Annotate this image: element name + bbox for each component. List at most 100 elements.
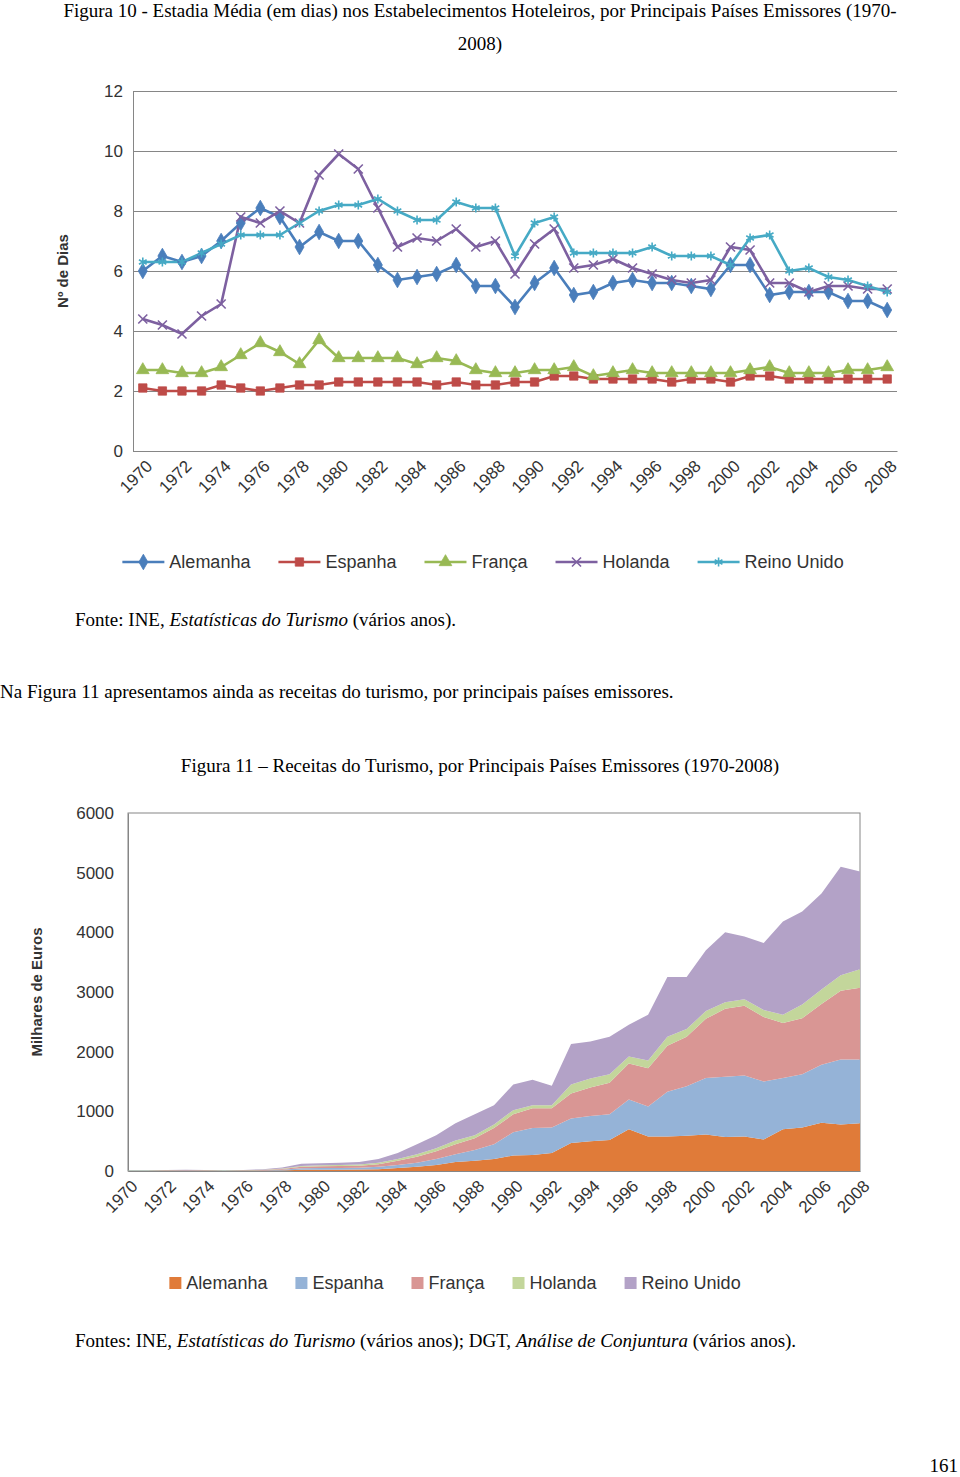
y-tick: 5000 bbox=[76, 864, 128, 883]
x-tick: 1982 bbox=[351, 451, 391, 497]
marker bbox=[274, 345, 287, 356]
marker bbox=[276, 231, 284, 240]
x-tick-label: 1980 bbox=[294, 1177, 334, 1217]
marker bbox=[825, 273, 833, 282]
marker bbox=[472, 204, 480, 213]
y-tick: 4000 bbox=[76, 923, 128, 942]
x-tick: 1972 bbox=[140, 1171, 180, 1217]
legend-swatch bbox=[411, 1277, 423, 1289]
y-tick-label: 0 bbox=[114, 442, 123, 461]
marker bbox=[687, 278, 696, 287]
x-tick-label: 2006 bbox=[795, 1177, 835, 1217]
y-tick-label: 4 bbox=[114, 322, 123, 341]
marker bbox=[393, 378, 401, 386]
marker bbox=[726, 242, 735, 251]
legend-item: França bbox=[424, 552, 528, 572]
marker bbox=[335, 201, 343, 210]
page: Figura 10 - Estadia Média (em dias) nos … bbox=[0, 0, 960, 1477]
x-tick: 2006 bbox=[795, 1171, 835, 1217]
x-tick: 1978 bbox=[255, 1171, 295, 1217]
marker bbox=[295, 218, 304, 227]
x-tick: 1974 bbox=[178, 1171, 218, 1217]
marker bbox=[315, 170, 324, 179]
x-tick: 2000 bbox=[704, 451, 744, 497]
marker bbox=[256, 218, 265, 227]
grid-line bbox=[133, 331, 897, 332]
legend-swatch bbox=[513, 1277, 525, 1289]
plot-frame bbox=[128, 813, 860, 1171]
legend-swatch bbox=[169, 1277, 181, 1289]
legend-label: Espanha bbox=[312, 1273, 384, 1293]
marker bbox=[469, 363, 482, 374]
x-tick-label: 1986 bbox=[410, 1177, 450, 1217]
marker bbox=[158, 320, 167, 329]
marker bbox=[256, 200, 265, 216]
x-tick: 1990 bbox=[487, 1171, 527, 1217]
x-tick-label: 1984 bbox=[371, 1177, 411, 1217]
marker bbox=[491, 236, 500, 245]
y-tick-label: 3000 bbox=[76, 983, 114, 1002]
x-tick: 1982 bbox=[333, 1171, 373, 1217]
y-tick-label: 0 bbox=[105, 1162, 114, 1181]
y-tick: 0 bbox=[105, 1162, 128, 1181]
marker bbox=[374, 378, 382, 386]
x-tick: 1990 bbox=[508, 451, 548, 497]
y-tick: 2000 bbox=[76, 1043, 128, 1062]
legend-item: Holanda bbox=[513, 1273, 598, 1293]
marker bbox=[354, 201, 362, 210]
marker bbox=[667, 275, 676, 284]
marker bbox=[215, 360, 228, 371]
x-tick: 1970 bbox=[116, 451, 156, 497]
marker bbox=[373, 203, 382, 212]
marker bbox=[491, 278, 500, 294]
marker bbox=[842, 363, 855, 374]
x-tick-label: 1980 bbox=[312, 457, 352, 497]
source-note: Fontes: INE, Estatísticas do Turismo (vá… bbox=[75, 1330, 796, 1352]
line-series bbox=[143, 199, 887, 292]
marker bbox=[332, 351, 345, 362]
marker bbox=[413, 233, 422, 242]
marker bbox=[607, 366, 620, 377]
x-tick-label: 1990 bbox=[487, 1177, 527, 1217]
marker bbox=[296, 219, 304, 228]
legend-item: Espanha bbox=[295, 1273, 384, 1293]
y-tick: 6000 bbox=[76, 804, 128, 823]
marker bbox=[550, 224, 559, 233]
legend-item: Espanha bbox=[278, 552, 397, 572]
y-tick-label: 6 bbox=[114, 262, 123, 281]
markers bbox=[138, 200, 891, 318]
legend-label: Espanha bbox=[325, 552, 397, 572]
marker bbox=[667, 275, 676, 291]
marker bbox=[746, 257, 755, 273]
marker bbox=[334, 149, 343, 158]
source-part: Fonte: INE, bbox=[75, 609, 169, 630]
x-tick: 1992 bbox=[547, 451, 587, 497]
marker bbox=[706, 275, 715, 284]
x-tick: 1988 bbox=[448, 1171, 488, 1217]
marker bbox=[746, 245, 755, 254]
marker bbox=[313, 333, 326, 344]
source-part: Estatísticas do Turismo bbox=[168, 609, 347, 630]
x-tick-label: 1992 bbox=[547, 457, 587, 497]
source-part: (vários anos). bbox=[348, 609, 456, 631]
chart-title: Figura 11 – Receitas do Turismo, por Pri… bbox=[181, 755, 779, 777]
x-tick-label: 2004 bbox=[782, 457, 822, 497]
marker bbox=[275, 206, 284, 215]
chart: Figura 10 - Estadia Média (em dias) nos … bbox=[54, 0, 901, 631]
x-tick-label: 1976 bbox=[217, 1177, 257, 1217]
legend-marker bbox=[715, 558, 723, 567]
marker bbox=[254, 336, 267, 347]
marker bbox=[433, 216, 441, 225]
marker bbox=[726, 378, 734, 386]
x-tick: 1972 bbox=[155, 451, 195, 497]
marker bbox=[236, 212, 245, 221]
y-tick-label: 5000 bbox=[76, 864, 114, 883]
legend-label: Holanda bbox=[530, 1273, 598, 1293]
marker bbox=[883, 302, 892, 318]
y-tick: 1000 bbox=[76, 1102, 128, 1121]
marker bbox=[413, 378, 421, 386]
marker bbox=[452, 198, 460, 207]
marker bbox=[136, 363, 149, 374]
marker bbox=[528, 363, 541, 374]
marker bbox=[626, 363, 639, 374]
